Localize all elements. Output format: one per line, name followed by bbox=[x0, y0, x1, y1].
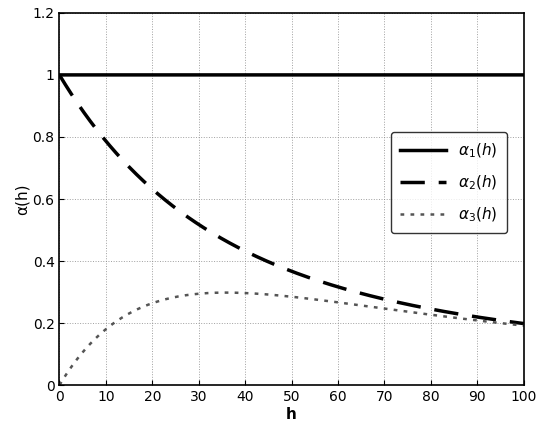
Y-axis label: α(h): α(h) bbox=[15, 183, 30, 215]
Legend: $\alpha_1(h)$, $\alpha_2(h)$, $\alpha_3(h)$: $\alpha_1(h)$, $\alpha_2(h)$, $\alpha_3(… bbox=[391, 132, 507, 233]
X-axis label: h: h bbox=[286, 407, 297, 422]
